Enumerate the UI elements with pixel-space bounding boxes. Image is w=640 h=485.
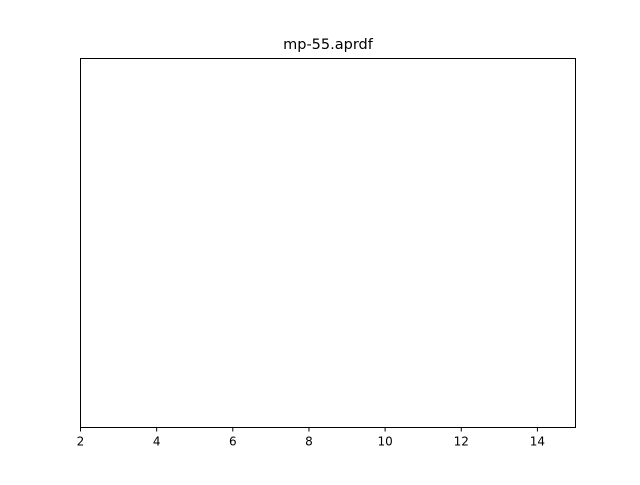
x-tick-label: 2 [77, 435, 85, 449]
plot-area-frame [80, 58, 576, 428]
x-axis-ticks: 2 4 6 8 10 12 14 [77, 427, 545, 449]
x-tick-label: 8 [305, 435, 313, 449]
x-tick-label: 4 [153, 435, 161, 449]
x-tick-label: 14 [530, 435, 545, 449]
chart-title: mp-55.aprdf [283, 37, 374, 53]
x-tick-label: 12 [454, 435, 469, 449]
x-tick-label: 10 [377, 435, 392, 449]
x-tick-label: 6 [229, 435, 237, 449]
